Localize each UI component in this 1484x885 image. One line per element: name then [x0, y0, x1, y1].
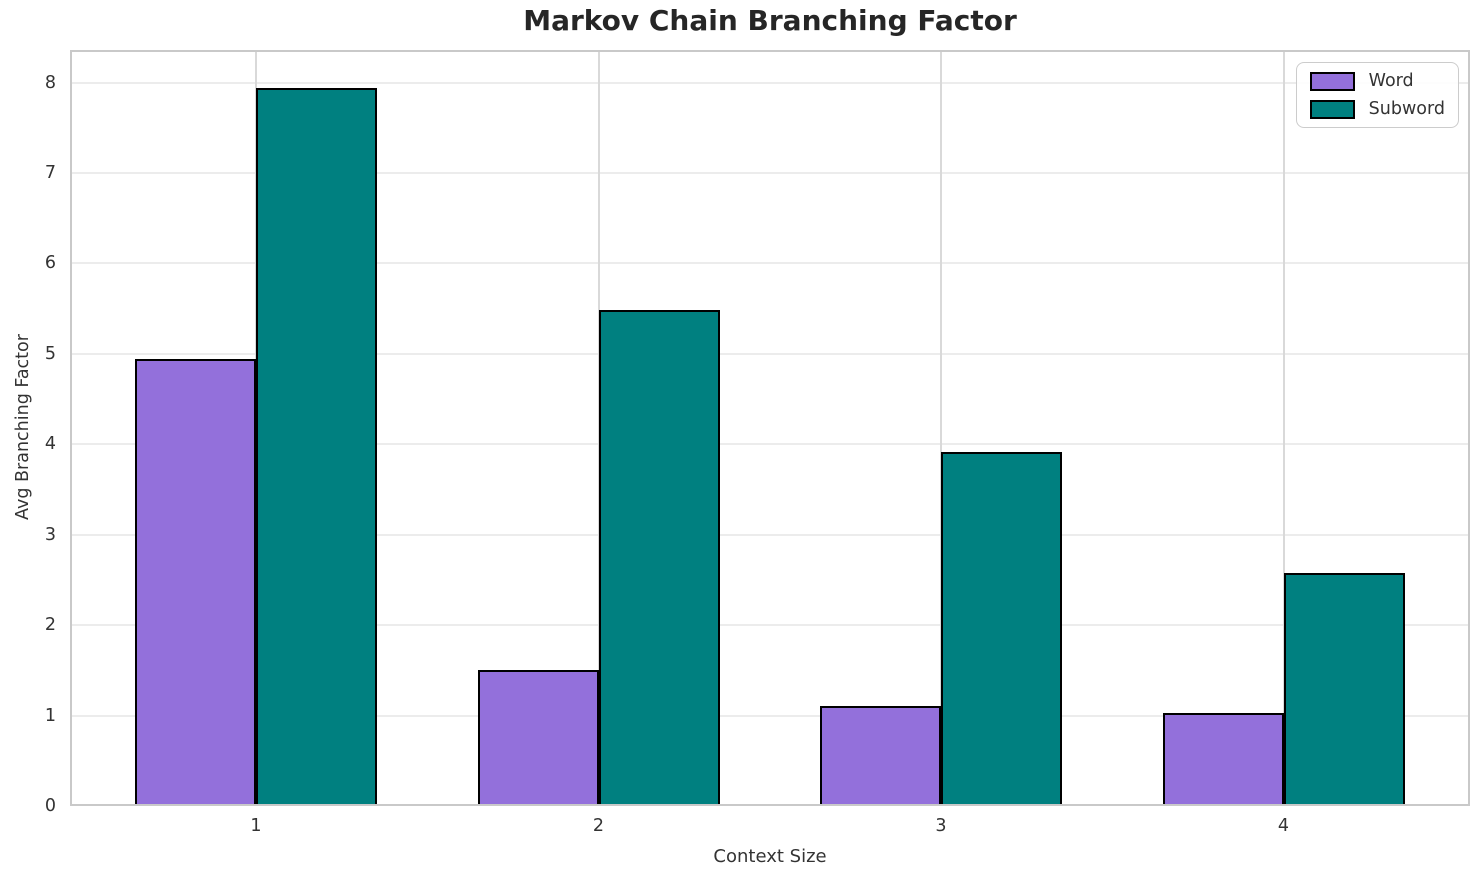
y-tick-label-0: 0 [44, 796, 56, 816]
y-tick-label-3: 3 [44, 524, 56, 545]
legend-swatch-subword-icon [1309, 99, 1355, 119]
x-tick-label-1: 1 [250, 816, 262, 836]
x-tick-label-2: 2 [592, 816, 605, 836]
legend-item-subword: Subword [1309, 99, 1445, 119]
bar-word-4 [1162, 713, 1284, 806]
gridline-y-7 [70, 172, 1470, 174]
y-tick-label-6: 6 [44, 253, 56, 274]
gridline-x-3 [940, 50, 942, 806]
x-tick-label-3: 3 [935, 816, 947, 836]
y-tick-label-1: 1 [44, 705, 56, 726]
legend-label-word: Word [1368, 71, 1414, 91]
bar-subword-2 [598, 310, 720, 806]
y-tick-label-2: 2 [44, 615, 56, 636]
x-tick-label-4: 4 [1277, 816, 1290, 836]
bar-subword-4 [1283, 573, 1405, 806]
gridline-y-4 [70, 443, 1470, 446]
gridline-x-4 [1282, 50, 1285, 806]
gridline-y-1 [70, 714, 1470, 717]
plot-area: Word Subword [70, 50, 1470, 806]
gridline-y-3 [70, 533, 1470, 536]
gridline-y-5 [70, 352, 1470, 355]
legend-swatch-word-icon [1309, 71, 1355, 91]
gridline-y-6 [70, 262, 1470, 265]
y-tick-label-4: 4 [44, 434, 56, 455]
y-tick-label-8: 8 [44, 72, 56, 93]
x-axis-label: Context Size [713, 846, 827, 867]
y-tick-label-5: 5 [44, 343, 56, 364]
bar-word-3 [820, 706, 941, 806]
gridline-y-8 [70, 81, 1470, 84]
y-tick-label-7: 7 [44, 162, 56, 183]
legend-item-word: Word [1309, 71, 1445, 91]
bar-subword-3 [941, 452, 1062, 806]
legend-label-subword: Subword [1368, 99, 1445, 119]
chart-title: Markov Chain Branching Factor [523, 4, 1017, 37]
legend: Word Subword [1295, 62, 1459, 128]
bar-word-2 [477, 670, 599, 806]
bar-word-1 [135, 359, 256, 806]
gridline-y-2 [70, 624, 1470, 627]
bar-subword-1 [256, 88, 377, 806]
